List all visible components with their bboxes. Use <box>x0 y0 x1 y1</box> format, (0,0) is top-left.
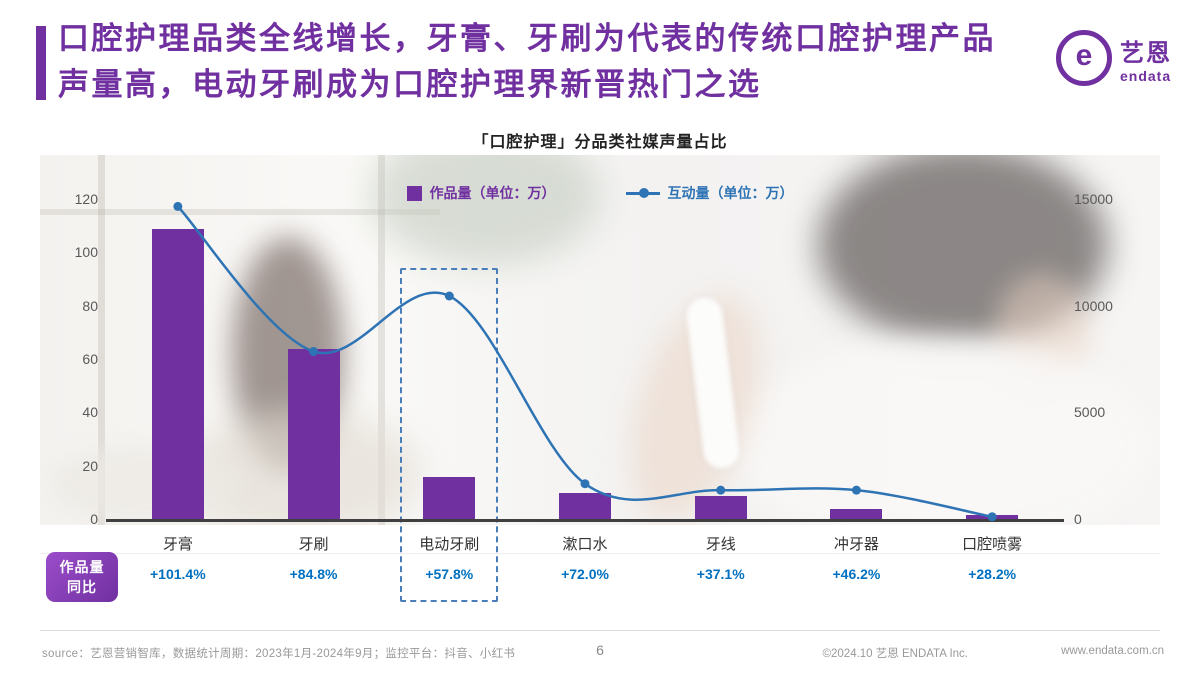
yoy-value: +46.2% <box>832 566 881 582</box>
category-label: 冲牙器 <box>833 536 879 553</box>
category-label: 牙刷 <box>298 536 329 553</box>
title-accent-bar <box>36 26 46 100</box>
footer-source-note: source：艺恩营销智库，数据统计周期：2023年1月-2024年9月；监控平… <box>42 648 516 660</box>
category-label: 口腔喷雾 <box>962 536 1023 553</box>
yoy-badge: 作品量 同比 <box>46 552 118 602</box>
yoy-value: +84.8% <box>289 566 338 582</box>
logo-e-glyph: e <box>1075 39 1093 72</box>
page-title: 口腔护理品类全线增长，牙膏、牙刷为代表的传统口腔护理产品 声量高，电动牙刷成为口腔… <box>58 16 1058 108</box>
title-line-1: 口腔护理品类全线增长，牙膏、牙刷为代表的传统口腔护理产品 <box>58 21 996 56</box>
footer-website[interactable]: www.endata.com.cn <box>1061 645 1164 657</box>
yoy-value: +37.1% <box>696 566 745 582</box>
chart-title: 「口腔护理」分品类社媒声量占比 <box>472 134 728 151</box>
footer-copyright: ©2024.10 艺恩 ENDATA Inc. <box>822 648 968 660</box>
background-photo <box>40 155 1160 525</box>
category-label: 牙膏 <box>162 536 193 553</box>
logo-name-en: endata <box>1120 67 1172 84</box>
plant-shape <box>370 155 600 265</box>
yoy-badge-line1: 作品量 <box>59 558 105 575</box>
chart-legend: 作品量（单位：万） 互动量（单位：万） <box>0 183 1200 203</box>
category-label: 电动牙刷 <box>419 536 480 553</box>
bar-legend-swatch-icon <box>406 185 422 201</box>
logo-text: 艺恩 endata <box>1120 33 1172 84</box>
separator-line <box>40 553 1160 554</box>
line-legend-label: 互动量（单位：万） <box>667 185 794 201</box>
legend-item-bar: 作品量（单位：万） <box>406 183 556 203</box>
endata-logo: e 艺恩 endata <box>1056 30 1172 86</box>
counter-items <box>50 445 240 525</box>
footer-divider <box>40 630 1160 631</box>
window-frame <box>98 155 105 525</box>
category-label: 漱口水 <box>562 536 608 553</box>
line-legend-dot-icon <box>638 188 649 198</box>
bar-legend-label: 作品量（单位：万） <box>429 185 556 201</box>
category-label: 牙线 <box>705 536 736 553</box>
yoy-value: +28.2% <box>968 566 1017 582</box>
page-number: 6 <box>596 642 604 658</box>
logo-name-cn: 艺恩 <box>1120 39 1172 67</box>
right-person-shirt <box>735 340 1155 525</box>
yoy-badge-line2: 同比 <box>67 579 97 595</box>
yoy-value: +101.4% <box>150 566 206 582</box>
yoy-value: +72.0% <box>561 566 609 582</box>
line-legend-swatch-icon <box>625 188 660 198</box>
yoy-value: +57.8% <box>425 566 474 582</box>
endata-logo-icon: e <box>1056 30 1112 86</box>
legend-item-line: 互动量（单位：万） <box>625 183 794 203</box>
title-line-2: 声量高，电动牙刷成为口腔护理界新晋热门之选 <box>58 67 762 102</box>
